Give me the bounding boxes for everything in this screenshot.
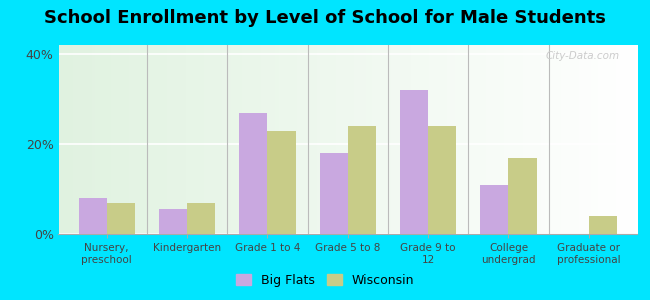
Bar — [428, 126, 456, 234]
Bar — [480, 184, 508, 234]
Bar — [400, 90, 428, 234]
Text: School Enrollment by Level of School for Male Students: School Enrollment by Level of School for… — [44, 9, 606, 27]
Bar — [320, 153, 348, 234]
Bar — [187, 202, 215, 234]
Bar — [239, 112, 267, 234]
Bar — [107, 202, 135, 234]
Bar — [589, 216, 617, 234]
Bar — [79, 198, 107, 234]
Bar — [267, 130, 296, 234]
Bar — [348, 126, 376, 234]
Bar — [508, 158, 536, 234]
Legend: Big Flats, Wisconsin: Big Flats, Wisconsin — [232, 270, 418, 291]
Text: City-Data.com: City-Data.com — [545, 51, 619, 61]
Bar — [159, 209, 187, 234]
